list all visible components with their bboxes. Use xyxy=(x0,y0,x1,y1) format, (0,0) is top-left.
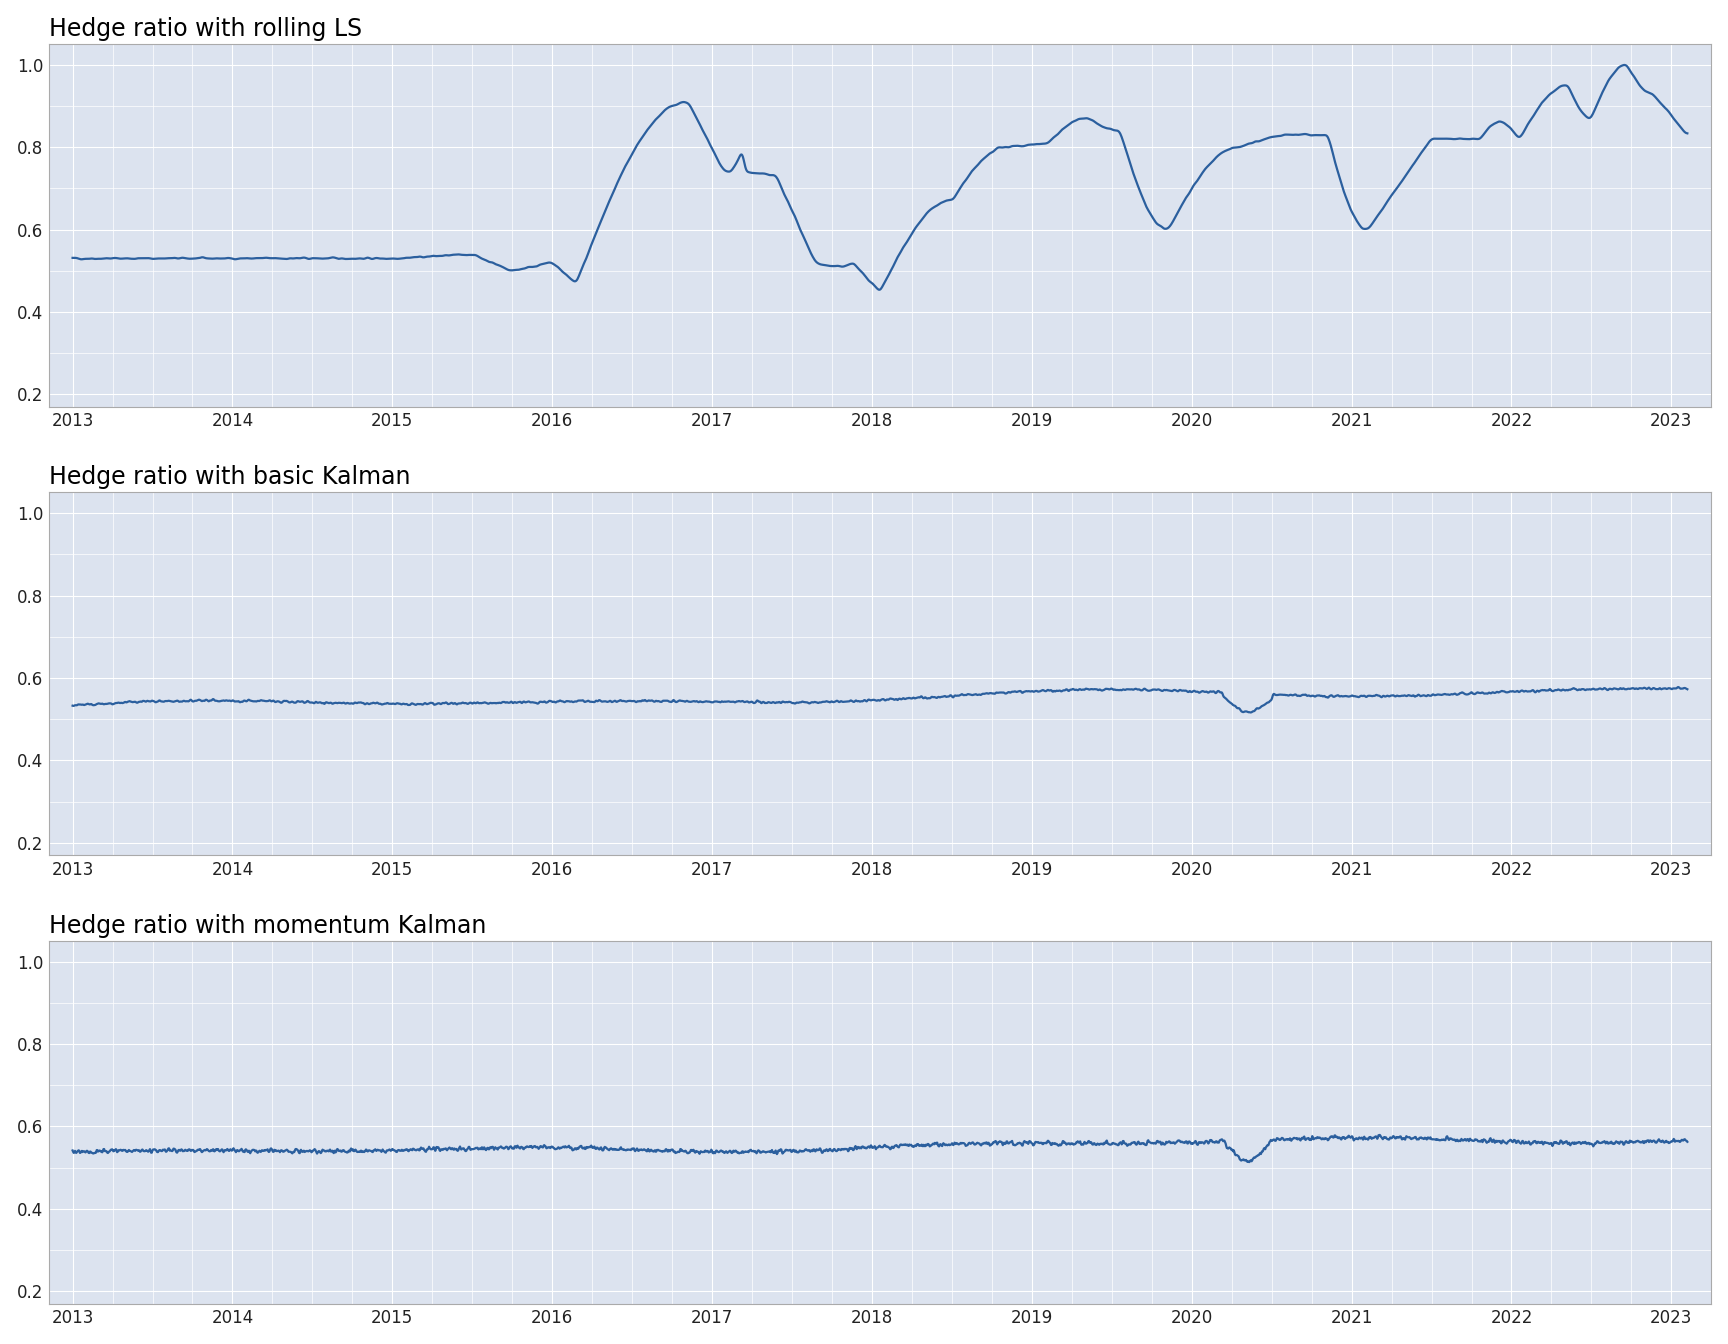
Text: Hedge ratio with rolling LS: Hedge ratio with rolling LS xyxy=(48,16,361,40)
Text: Hedge ratio with basic Kalman: Hedge ratio with basic Kalman xyxy=(48,465,410,489)
Text: Hedge ratio with momentum Kalman: Hedge ratio with momentum Kalman xyxy=(48,914,486,938)
